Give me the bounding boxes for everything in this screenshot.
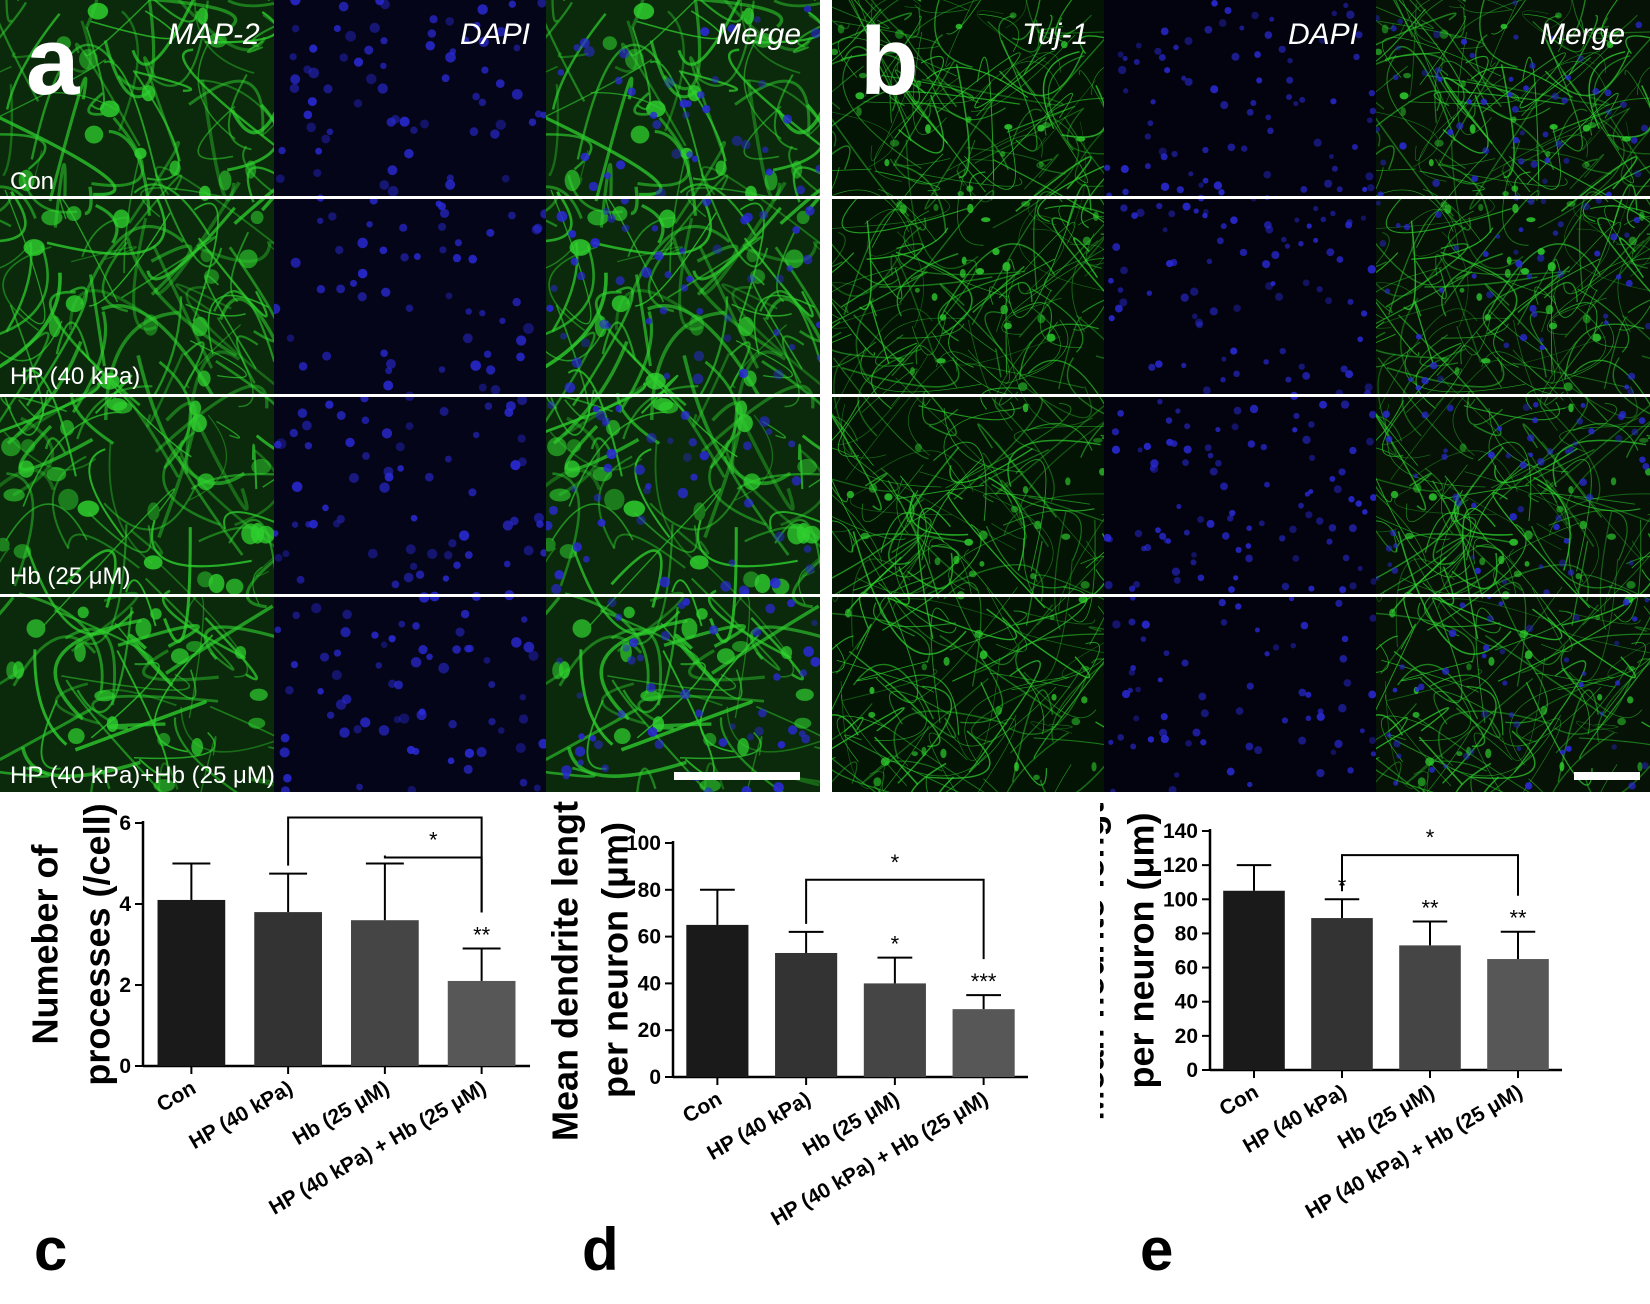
row-label-hb: Hb (25 μM) (10, 563, 131, 590)
row-separator (0, 594, 820, 597)
significance-label: ** (1421, 895, 1439, 920)
panel-a-micrographs: a MAP-2 DAPI Merge Con HP (40 kPa) Hb (2… (0, 0, 820, 792)
row-label-con: Con (10, 168, 55, 195)
scale-bar (1574, 772, 1640, 780)
bar (1311, 918, 1373, 1070)
bar (1487, 959, 1549, 1070)
panel-letter-c: c (34, 1216, 68, 1283)
x-tick-label: Con (679, 1087, 726, 1127)
bar (254, 912, 322, 1066)
y-axis-label: Numeber of (25, 843, 66, 1044)
panel-letter-b: b (860, 8, 919, 115)
y-tick-label: 120 (1163, 854, 1198, 877)
channel-label-map2: MAP-2 (168, 18, 260, 51)
bar (1399, 945, 1461, 1070)
y-tick-label: 0 (649, 1066, 661, 1089)
y-tick-label: 60 (1175, 957, 1198, 980)
comparison-bracket (1341, 854, 1519, 896)
channel-label-dapi: DAPI (460, 18, 531, 51)
significance-label: ** (1509, 906, 1527, 931)
y-tick-label: 2 (119, 974, 131, 997)
significance-label: * (891, 932, 900, 957)
y-tick-label: 20 (638, 1019, 661, 1042)
x-tick-label: Con (1216, 1080, 1263, 1120)
row-separator (0, 196, 820, 199)
y-axis-label: Mean neurite length (1100, 800, 1112, 1121)
y-tick-label: 0 (1186, 1059, 1198, 1082)
row-separator (832, 594, 1650, 597)
channel-label-tuj1: Tuj-1 (1022, 18, 1089, 51)
channel-label-merge: Merge (1540, 18, 1626, 51)
bar (351, 920, 419, 1066)
significance-label: *** (971, 969, 997, 994)
bar (447, 980, 516, 1066)
channel-label-merge: Merge (716, 18, 802, 51)
bar (1223, 890, 1285, 1070)
y-tick-label: 80 (638, 879, 661, 902)
bar (863, 983, 926, 1077)
bar (686, 924, 749, 1077)
channel-label-dapi: DAPI (1288, 18, 1359, 51)
row-label-hp-hb: HP (40 kPa)+Hb (25 μM) (10, 762, 275, 789)
y-tick-label: 80 (1175, 922, 1198, 945)
y-tick-label: 40 (1175, 991, 1198, 1014)
x-tick-label: HP (40 kPa) (185, 1076, 296, 1154)
bracket-significance-label: * (891, 850, 900, 875)
chart-e-neurite-length: 0 20 40 60 80 100 120 140 Mean neurite length per… (1100, 800, 1562, 1224)
y-tick-label: 4 (119, 893, 131, 916)
y-axis-label: per neuron (μm) (1121, 812, 1162, 1088)
y-tick-label: 0 (119, 1055, 131, 1078)
x-tick-label: Con (153, 1076, 200, 1116)
panel-letter-e: e (1140, 1216, 1174, 1283)
y-axis-label: per neuron (μm) (595, 822, 636, 1098)
panel-letter-a: a (26, 8, 80, 115)
panel-letter-d: d (582, 1216, 619, 1283)
panel-b-micrographs: b Tuj-1 DAPI Merge (832, 0, 1650, 792)
bracket-significance-label: * (381, 800, 390, 813)
y-axis-label: processes (/cell) (77, 803, 118, 1085)
y-tick-label: 40 (638, 972, 661, 995)
y-tick-label: 20 (1175, 1025, 1198, 1048)
bracket-significance-label: * (429, 828, 438, 853)
y-tick-label: 6 (119, 812, 131, 835)
bar (952, 1009, 1015, 1077)
scale-bar (674, 772, 800, 780)
bar (775, 952, 838, 1077)
significance-label: ** (473, 923, 491, 948)
row-separator (0, 394, 820, 397)
comparison-bracket (805, 878, 985, 960)
y-tick-label: 140 (1163, 820, 1198, 843)
y-tick-label: 60 (638, 926, 661, 949)
bar (157, 899, 226, 1066)
bracket-significance-label: * (1426, 825, 1435, 850)
row-separator (832, 394, 1650, 397)
y-tick-label: 100 (1163, 888, 1198, 911)
y-tick-label: 100 (626, 832, 661, 855)
comparison-bracket (383, 855, 483, 913)
row-label-hp: HP (40 kPa) (10, 363, 141, 390)
y-axis-label: Mean dendrite length (550, 800, 586, 1141)
row-separator (832, 196, 1650, 199)
